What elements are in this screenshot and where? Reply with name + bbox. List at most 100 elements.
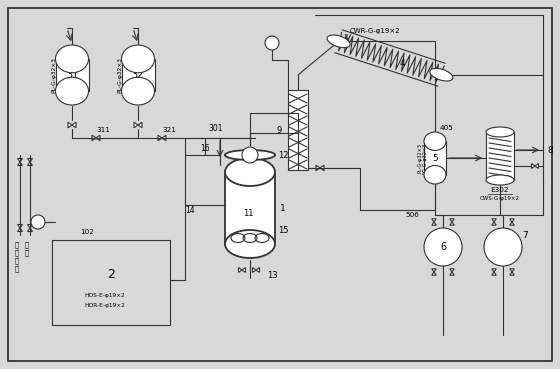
Text: 5: 5	[432, 154, 438, 162]
Polygon shape	[27, 224, 32, 228]
Circle shape	[265, 36, 279, 50]
Text: 接: 接	[15, 242, 19, 248]
Ellipse shape	[55, 77, 88, 105]
Ellipse shape	[424, 132, 446, 151]
Text: 1: 1	[280, 203, 286, 213]
Polygon shape	[17, 162, 22, 166]
Circle shape	[424, 228, 462, 266]
Polygon shape	[253, 268, 256, 272]
Text: HOS-E-φ19×2: HOS-E-φ19×2	[85, 293, 125, 299]
Text: PG-G-φ32×3: PG-G-φ32×3	[422, 142, 427, 174]
Text: CWS-G-φ19×2: CWS-G-φ19×2	[480, 196, 520, 200]
Text: 14: 14	[185, 206, 195, 214]
Ellipse shape	[55, 45, 88, 73]
Polygon shape	[138, 122, 142, 128]
Polygon shape	[17, 224, 22, 228]
Text: 301: 301	[209, 124, 223, 132]
Polygon shape	[158, 135, 162, 141]
Polygon shape	[510, 272, 514, 275]
Polygon shape	[242, 268, 245, 272]
Polygon shape	[92, 135, 96, 141]
Text: TI: TI	[269, 40, 275, 46]
Ellipse shape	[327, 35, 350, 48]
Polygon shape	[510, 269, 514, 272]
Polygon shape	[96, 135, 100, 141]
Polygon shape	[450, 222, 454, 225]
Circle shape	[484, 228, 522, 266]
Polygon shape	[320, 165, 324, 171]
Bar	[486, 132, 514, 180]
Polygon shape	[27, 159, 32, 162]
Bar	[122, 59, 155, 91]
Text: 11: 11	[242, 208, 253, 217]
Text: 13: 13	[267, 272, 277, 280]
Polygon shape	[72, 122, 76, 128]
Circle shape	[242, 147, 258, 163]
Text: 506: 506	[405, 212, 419, 218]
Polygon shape	[432, 269, 436, 272]
Ellipse shape	[122, 77, 155, 105]
Ellipse shape	[122, 45, 155, 73]
Text: 8: 8	[547, 145, 553, 155]
Text: 泵: 泵	[15, 266, 19, 272]
Bar	[238, 163, 262, 175]
Circle shape	[31, 215, 45, 229]
Text: HOR-E-φ19×2: HOR-E-φ19×2	[85, 303, 125, 307]
Text: 405: 405	[440, 125, 454, 131]
Polygon shape	[492, 219, 496, 222]
Text: PL-G-φ32×3: PL-G-φ32×3	[52, 57, 57, 93]
Text: 7: 7	[522, 231, 528, 239]
Text: 321: 321	[162, 127, 176, 133]
Polygon shape	[450, 219, 454, 222]
Bar	[424, 141, 446, 175]
Text: PI: PI	[35, 219, 41, 225]
Text: 空: 空	[25, 250, 29, 256]
Bar	[55, 59, 88, 91]
Ellipse shape	[225, 230, 275, 258]
Polygon shape	[17, 159, 22, 162]
Text: 2: 2	[107, 269, 115, 282]
Polygon shape	[27, 228, 32, 231]
Ellipse shape	[225, 150, 275, 160]
Polygon shape	[450, 272, 454, 275]
Text: 6: 6	[440, 242, 446, 252]
Text: 4: 4	[399, 59, 405, 68]
Text: 32: 32	[132, 70, 144, 80]
Bar	[52, 240, 170, 325]
Polygon shape	[27, 162, 32, 166]
Polygon shape	[17, 228, 22, 231]
Ellipse shape	[225, 158, 275, 186]
Text: 311: 311	[96, 127, 110, 133]
Polygon shape	[432, 222, 436, 225]
Polygon shape	[535, 163, 539, 169]
Ellipse shape	[486, 127, 514, 137]
Text: 102: 102	[80, 229, 94, 235]
Polygon shape	[531, 163, 535, 169]
Text: 31: 31	[66, 70, 78, 80]
Polygon shape	[432, 272, 436, 275]
Polygon shape	[162, 135, 166, 141]
Text: CWR-G-φ19×2: CWR-G-φ19×2	[349, 28, 400, 34]
Polygon shape	[134, 122, 138, 128]
Polygon shape	[432, 219, 436, 222]
Text: 15: 15	[278, 225, 288, 235]
Bar	[288, 90, 308, 170]
Polygon shape	[450, 269, 454, 272]
Ellipse shape	[424, 166, 446, 184]
Polygon shape	[492, 222, 496, 225]
Text: 12: 12	[278, 151, 288, 159]
Polygon shape	[510, 222, 514, 225]
Text: 放: 放	[25, 242, 29, 248]
Text: 9: 9	[277, 125, 282, 134]
Polygon shape	[510, 219, 514, 222]
Text: 空: 空	[15, 258, 19, 264]
Polygon shape	[239, 268, 242, 272]
Bar	[225, 172, 275, 244]
Text: TIC: TIC	[245, 152, 255, 158]
Polygon shape	[316, 165, 320, 171]
Ellipse shape	[486, 175, 514, 185]
Polygon shape	[492, 272, 496, 275]
Polygon shape	[256, 268, 259, 272]
Ellipse shape	[430, 68, 453, 81]
Text: 16: 16	[200, 144, 210, 152]
